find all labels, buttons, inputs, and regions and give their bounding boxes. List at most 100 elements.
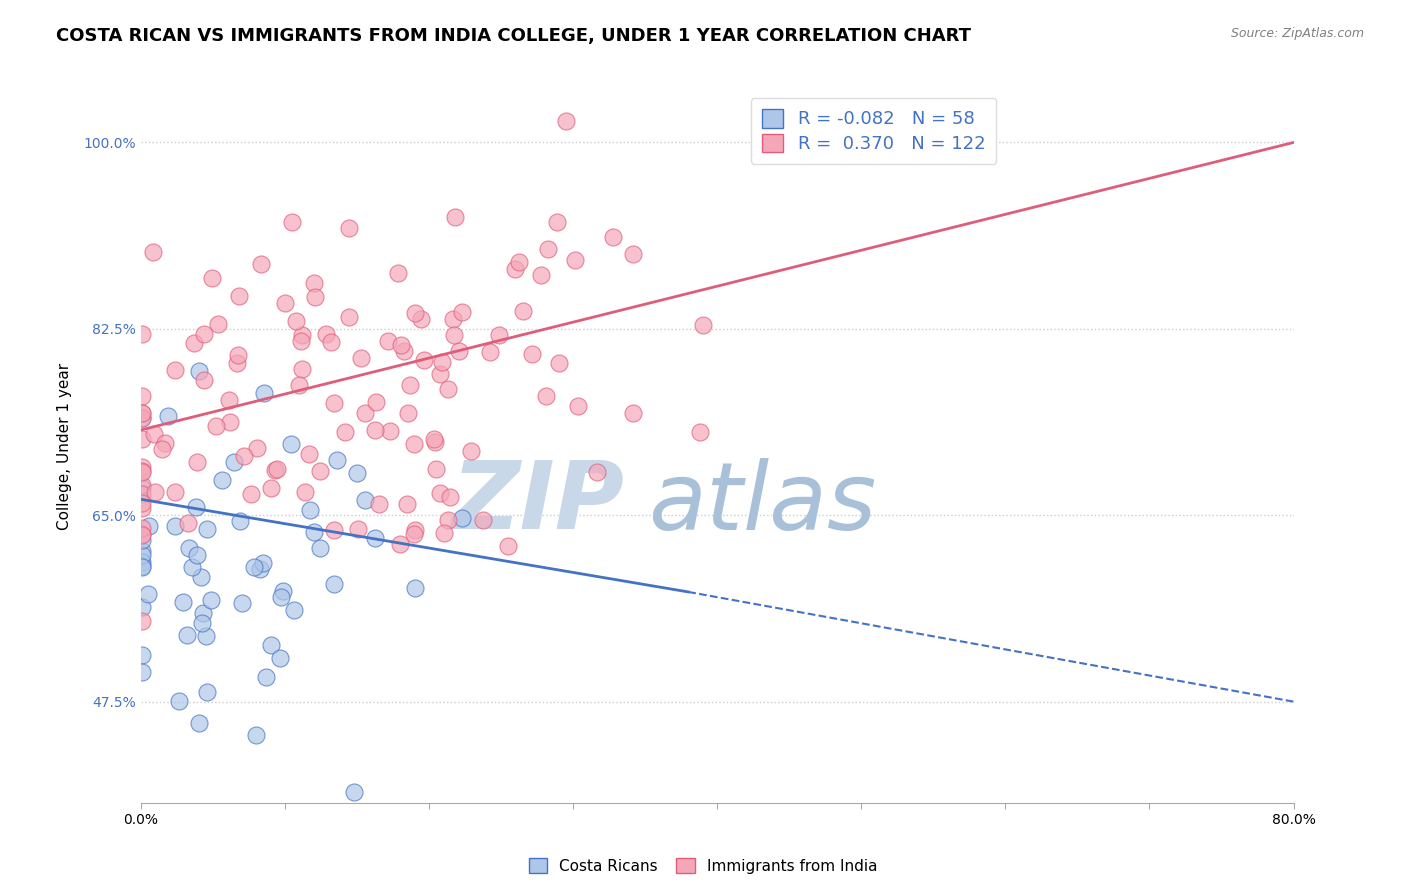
Point — [246, 441, 269, 455]
Point — [177, 516, 200, 530]
Point — [530, 268, 553, 282]
Point — [404, 306, 426, 320]
Point — [346, 467, 368, 481]
Point — [284, 314, 307, 328]
Point — [450, 305, 472, 319]
Point — [131, 466, 153, 480]
Point — [131, 406, 153, 420]
Point — [165, 362, 187, 376]
Point — [281, 215, 304, 229]
Point — [508, 254, 530, 268]
Point — [245, 728, 267, 742]
Point — [387, 266, 409, 280]
Point — [389, 338, 412, 352]
Point — [433, 526, 456, 541]
Point — [534, 388, 557, 402]
Point — [402, 437, 425, 451]
Legend: Costa Ricans, Immigrants from India: Costa Ricans, Immigrants from India — [523, 852, 883, 880]
Point — [136, 587, 159, 601]
Point — [131, 648, 153, 662]
Point — [193, 373, 215, 387]
Point — [143, 485, 166, 500]
Point — [488, 327, 510, 342]
Point — [131, 533, 153, 547]
Point — [131, 527, 153, 541]
Point — [274, 295, 297, 310]
Point — [368, 497, 391, 511]
Point — [249, 257, 271, 271]
Point — [280, 436, 302, 450]
Point — [346, 522, 368, 536]
Point — [163, 484, 186, 499]
Point — [399, 377, 422, 392]
Point — [131, 544, 153, 558]
Point — [439, 490, 461, 504]
Point — [205, 419, 228, 434]
Point — [308, 464, 330, 478]
Point — [546, 215, 568, 229]
Point — [186, 454, 208, 468]
Point — [436, 513, 458, 527]
Point — [298, 502, 321, 516]
Point — [218, 392, 240, 407]
Point — [621, 407, 644, 421]
Point — [309, 541, 332, 555]
Point — [131, 411, 153, 425]
Point — [689, 425, 711, 440]
Point — [165, 519, 187, 533]
Point — [377, 334, 399, 348]
Point — [432, 355, 454, 369]
Point — [302, 276, 325, 290]
Point — [240, 487, 263, 501]
Point — [460, 444, 482, 458]
Point — [443, 328, 465, 343]
Point — [537, 242, 560, 256]
Point — [249, 562, 271, 576]
Point — [184, 500, 207, 514]
Point — [335, 425, 357, 439]
Point — [131, 389, 153, 403]
Point — [156, 409, 179, 423]
Point — [252, 556, 274, 570]
Point — [131, 526, 153, 541]
Point — [207, 317, 229, 331]
Point — [188, 716, 211, 731]
Point — [193, 326, 215, 341]
Point — [447, 344, 470, 359]
Point — [294, 485, 316, 500]
Point — [364, 531, 387, 545]
Point — [392, 344, 415, 359]
Point — [226, 348, 249, 362]
Point — [131, 521, 153, 535]
Point — [193, 606, 215, 620]
Point — [142, 244, 165, 259]
Point — [423, 432, 446, 446]
Point — [242, 560, 264, 574]
Point — [176, 628, 198, 642]
Point — [444, 210, 467, 224]
Point — [315, 327, 337, 342]
Point — [437, 382, 460, 396]
Point — [131, 477, 153, 491]
Point — [287, 378, 309, 392]
Point — [186, 548, 208, 562]
Point — [231, 596, 253, 610]
Point — [404, 523, 426, 537]
Point — [177, 541, 200, 555]
Point — [172, 595, 194, 609]
Point — [337, 310, 360, 325]
Point — [131, 326, 153, 341]
Point — [364, 395, 387, 409]
Point — [195, 685, 218, 699]
Point — [254, 670, 277, 684]
Point — [298, 446, 321, 460]
Text: atlas: atlas — [648, 458, 876, 549]
Point — [354, 407, 377, 421]
Point — [228, 289, 250, 303]
Point — [291, 327, 314, 342]
Point — [181, 560, 204, 574]
Legend: R = -0.082   N = 58, R =  0.370   N = 122: R = -0.082 N = 58, R = 0.370 N = 122 — [751, 98, 997, 164]
Point — [479, 345, 502, 359]
Point — [131, 464, 153, 478]
Point — [411, 311, 433, 326]
